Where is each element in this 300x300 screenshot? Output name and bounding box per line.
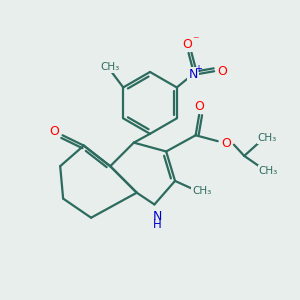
Text: CH₃: CH₃ <box>100 62 120 72</box>
Text: H: H <box>153 218 162 231</box>
Text: O: O <box>218 65 227 78</box>
Text: O: O <box>221 137 231 150</box>
Text: N: N <box>188 68 198 81</box>
Text: CH₃: CH₃ <box>259 166 278 176</box>
Text: CH₃: CH₃ <box>192 186 211 196</box>
Text: O: O <box>182 38 192 51</box>
Text: N: N <box>153 210 162 223</box>
Text: O: O <box>194 100 204 113</box>
Text: ⁻: ⁻ <box>192 34 198 47</box>
Text: O: O <box>49 125 59 138</box>
Text: +: + <box>194 64 202 74</box>
Text: CH₃: CH₃ <box>258 133 277 143</box>
